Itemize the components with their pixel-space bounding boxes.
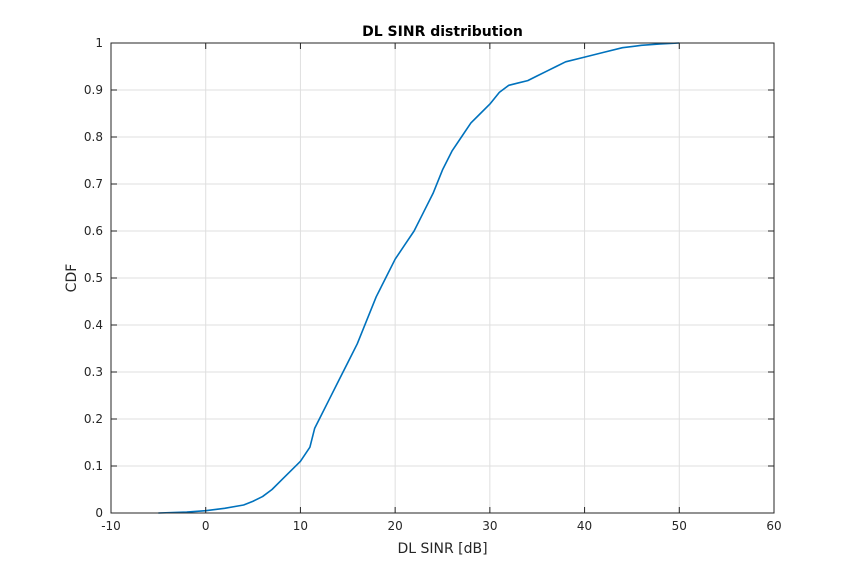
x-tick-label: 60 bbox=[766, 519, 781, 533]
y-tick-label: 0.2 bbox=[84, 412, 103, 426]
cdf-series-line bbox=[158, 42, 680, 514]
y-tick-label: 0.8 bbox=[84, 130, 103, 144]
chart-title: DL SINR distribution bbox=[362, 24, 523, 40]
x-tick-label: 50 bbox=[672, 519, 687, 533]
grid bbox=[110, 42, 775, 514]
y-tick-label: 0.4 bbox=[84, 318, 103, 332]
x-tick-label: 40 bbox=[577, 519, 592, 533]
y-tick-label: 0.5 bbox=[84, 271, 103, 285]
x-tick-label: -10 bbox=[101, 519, 121, 533]
x-tick-label: 10 bbox=[293, 519, 308, 533]
x-tick-label: 20 bbox=[388, 519, 403, 533]
y-tick-label: 0 bbox=[95, 506, 103, 520]
y-tick-label: 0.9 bbox=[84, 83, 103, 97]
y-tick-label: 0.1 bbox=[84, 459, 103, 473]
y-axis-label: CDF bbox=[64, 264, 80, 293]
y-tick-label: 0.6 bbox=[84, 224, 103, 238]
ticks bbox=[110, 42, 775, 514]
x-tick-label: 0 bbox=[202, 519, 210, 533]
y-tick-label: 0.7 bbox=[84, 177, 103, 191]
x-axis-label: DL SINR [dB] bbox=[397, 541, 487, 557]
y-tick-label: 1 bbox=[95, 36, 103, 50]
series-layer bbox=[158, 42, 680, 514]
y-tick-label: 0.3 bbox=[84, 365, 103, 379]
tick-labels: -10 0 10 20 30 40 50 6000.10.20.30.40.50.60.70.… bbox=[84, 36, 782, 533]
x-tick-label: 30 bbox=[482, 519, 497, 533]
